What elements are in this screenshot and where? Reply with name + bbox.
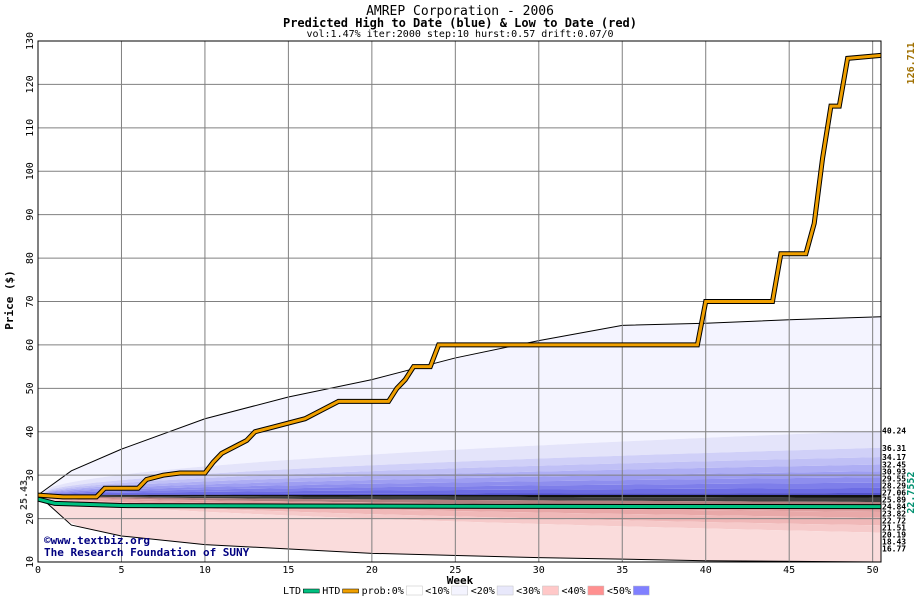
right-level-label: 16.77 (882, 545, 906, 554)
chart-subtitle: Predicted High to Date (blue) & Low to D… (282, 16, 637, 30)
right-level-label: 18.43 (882, 538, 906, 547)
right-labels: 40.24 36.3134.1732.4530.9329.5528.2927.06… (882, 427, 906, 554)
high-band (38, 477, 881, 496)
y-tick-label: 30 (25, 469, 36, 481)
final-high-label: 126.711 (906, 42, 917, 84)
grid-lines (37, 40, 881, 563)
legend-swatch (406, 585, 423, 596)
y-tick-label: 100 (25, 162, 36, 180)
x-tick-label: 0 (35, 565, 41, 576)
y-tick-label: 10 (25, 556, 36, 568)
right-level-label: 23.82 (882, 510, 906, 519)
high-band (38, 487, 881, 496)
legend-label: prob:0% (362, 586, 404, 597)
right-level-label: 30.93 (882, 468, 906, 477)
series-lines (37, 52, 882, 510)
legend-label: LTD (283, 586, 301, 597)
final-low-label: 22.7552 (906, 472, 917, 514)
right-level-label: 36.31 (882, 444, 906, 453)
x-tick-label: 45 (783, 565, 795, 576)
y-tick-label: 130 (25, 32, 36, 50)
legend-swatch (496, 585, 514, 596)
ltd-line (37, 497, 882, 509)
right-level-label: 24.84 (882, 503, 906, 512)
legend-swatch (451, 585, 468, 596)
chart-title: AMREP Corporation - 2006 (366, 4, 554, 19)
right-level-label: 27.06 (882, 489, 906, 498)
y-tick-label: 20 (25, 513, 36, 525)
y-tick-label: 70 (25, 295, 36, 307)
probability-bands (37, 316, 882, 563)
low-band (38, 495, 881, 533)
x-tick-label: 5 (118, 565, 124, 576)
x-tick-label: 35 (616, 565, 628, 576)
tick-labels: 0 5 10 15 20 25 30 35 40 45 50 10 20 30 40 50 60 70 80 90 10… (25, 32, 879, 576)
legend-label: <40% (562, 586, 586, 597)
legend-swatch (342, 588, 359, 594)
high-band (38, 316, 881, 496)
high-band (38, 482, 881, 496)
x-tick-label: 15 (282, 565, 294, 576)
high-band (38, 447, 881, 496)
y-tick-label: 50 (25, 382, 36, 394)
right-level-label: 28.29 (882, 482, 906, 491)
legend-label: <50% (607, 586, 631, 597)
legend-swatch (587, 585, 605, 596)
y-tick-label: 120 (25, 75, 36, 93)
y-tick-label: 110 (25, 119, 36, 137)
x-tick-label: 20 (366, 565, 378, 576)
legend-swatch (542, 585, 559, 596)
right-level-label: 21.51 (882, 524, 906, 533)
right-level-label: 34.17 (882, 453, 906, 462)
legend-label: <30% (516, 586, 540, 597)
legend-swatch (303, 588, 320, 594)
start-price-label: 25.43 (19, 480, 30, 510)
right-level-label: 25.89 (882, 496, 906, 505)
right-level-label: 20.19 (882, 531, 906, 540)
y-tick-label: 90 (25, 209, 36, 221)
legend-label: <20% (471, 586, 495, 597)
low-band (38, 495, 881, 502)
credit-line-2: The Research Foundation of SUNY (44, 546, 250, 559)
legend-swatch (633, 585, 650, 596)
y-tick-label: 60 (25, 339, 36, 351)
htd-line (37, 53, 882, 499)
x-tick-label: 30 (533, 565, 545, 576)
high-band (38, 471, 881, 496)
y-axis-label: Price ($) (3, 270, 16, 330)
low-band (38, 495, 881, 562)
right-level-label: 22.72 (882, 517, 906, 526)
x-tick-label: 10 (199, 565, 211, 576)
low-band (38, 495, 881, 507)
high-band (38, 457, 881, 496)
x-axis-label: Week (447, 574, 474, 587)
legend-label: <10% (425, 586, 449, 597)
legend-label: HTD (322, 586, 340, 597)
x-tick-label: 50 (867, 565, 879, 576)
plot-frame (37, 40, 882, 563)
y-tick-label: 40 (25, 426, 36, 438)
low-band (38, 495, 881, 518)
right-level-label: 29.55 (882, 475, 906, 484)
x-tick-label: 40 (700, 565, 712, 576)
chart-params: vol:1.47% iter:2000 step:10 hurst:0.57 d… (306, 29, 614, 40)
low-band (38, 495, 881, 526)
high-band (38, 464, 881, 496)
right-level-label: 32.45 (882, 461, 906, 470)
high-band (38, 493, 881, 496)
high-band (38, 430, 881, 496)
x-tick-label: 25 (449, 565, 461, 576)
legend: LTD HTD prob:0% <10% <20% <30% <40% <50% (283, 585, 650, 597)
low-band (38, 495, 881, 498)
right-level-label: 40.24 (882, 427, 906, 436)
y-tick-label: 80 (25, 252, 36, 264)
credit-line-1: ©www.textbiz.org (44, 534, 150, 547)
